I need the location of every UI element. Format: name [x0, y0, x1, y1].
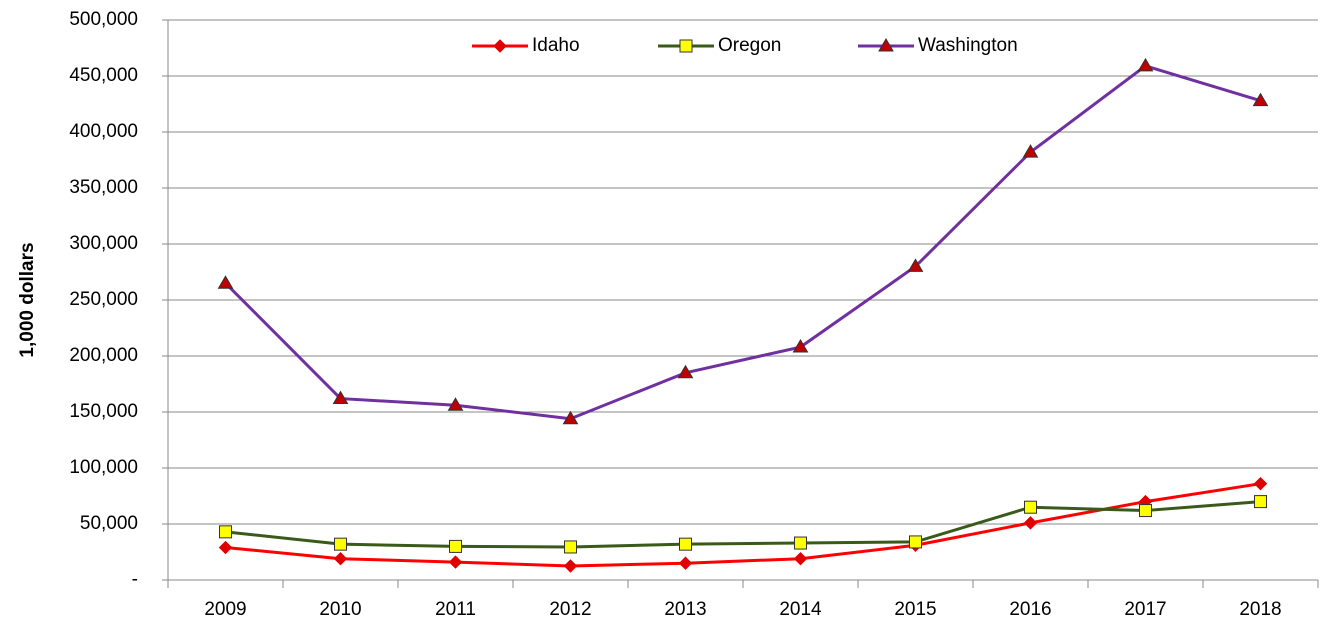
x-tick-label: 2010 [319, 599, 361, 620]
x-tick-label: 2017 [1124, 599, 1166, 620]
marker [564, 540, 577, 554]
series-line [225, 482, 1261, 568]
marker [562, 410, 579, 425]
x-tick-label: 2015 [894, 599, 936, 620]
marker [1024, 500, 1037, 514]
marker [1252, 92, 1269, 107]
x-tick-label: 2014 [779, 599, 822, 620]
marker [1254, 495, 1267, 509]
y-tick-label: 150,000 [69, 401, 138, 422]
marker [219, 525, 232, 539]
y-tick-label: 350,000 [69, 177, 138, 198]
marker [1139, 504, 1152, 518]
marker [1022, 144, 1039, 158]
marker [447, 397, 464, 411]
marker [793, 552, 808, 566]
marker [907, 258, 924, 272]
x-tick-label: 2018 [1239, 599, 1281, 620]
x-tick-label: 2016 [1009, 599, 1051, 620]
y-tick-label: 100,000 [69, 457, 138, 478]
marker [563, 559, 578, 573]
marker [448, 555, 463, 569]
marker [217, 275, 234, 289]
marker [679, 537, 692, 551]
marker [677, 364, 694, 379]
series-line [224, 64, 1261, 421]
marker [218, 540, 233, 555]
marker [449, 539, 462, 553]
marker [493, 39, 507, 53]
y-axis-title: 1,000 dollars [17, 242, 38, 357]
legend-label: Washington [918, 35, 1018, 56]
y-tick-label: 500,000 [69, 9, 138, 30]
marker [1023, 516, 1038, 530]
marker [1253, 476, 1268, 491]
marker [794, 536, 807, 550]
marker [679, 39, 693, 53]
y-tick-label: 50,000 [80, 513, 138, 534]
marker [1137, 57, 1154, 72]
y-tick-label: 450,000 [69, 65, 138, 86]
series-line [225, 500, 1261, 549]
marker [334, 537, 347, 551]
x-tick-label: 2011 [435, 599, 476, 620]
marker [332, 390, 349, 405]
y-tick-label: - [132, 569, 138, 590]
x-tick-label: 2012 [549, 599, 591, 620]
legend-label: Oregon [718, 35, 781, 56]
y-tick-label: 200,000 [69, 345, 138, 366]
legend-label: Idaho [532, 35, 580, 56]
y-tick-label: 400,000 [69, 121, 138, 142]
marker [909, 535, 922, 549]
y-tick-label: 250,000 [69, 289, 138, 310]
marker [792, 339, 809, 353]
x-tick-label: 2009 [204, 599, 246, 620]
marker [333, 552, 348, 566]
y-tick-label: 300,000 [69, 233, 138, 254]
marker [878, 38, 894, 52]
x-tick-label: 2013 [664, 599, 706, 620]
marker [678, 556, 693, 570]
